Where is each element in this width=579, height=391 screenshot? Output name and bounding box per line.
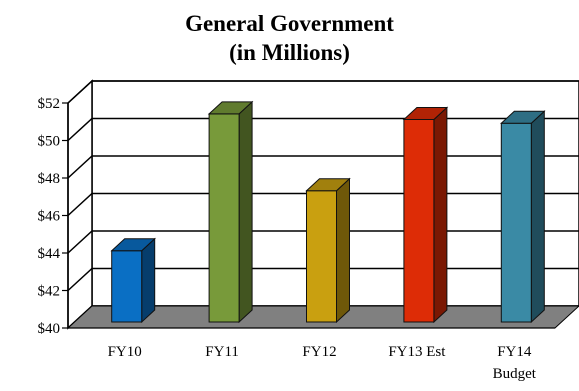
bar-top (207, 101, 254, 115)
x-tick-label: FY14 Budget (493, 344, 537, 382)
bar-top (500, 110, 546, 124)
bar-side (336, 177, 350, 324)
bar (208, 113, 240, 323)
bar-side (141, 237, 156, 324)
bar (306, 190, 337, 323)
chart-subtitle: (in Millions) (229, 40, 350, 65)
bar-side (433, 106, 448, 324)
bar-top (402, 107, 449, 120)
y-tick-label: $40 (38, 321, 61, 337)
y-tick-label: $48 (38, 171, 61, 187)
y-tick-label: $42 (38, 284, 61, 300)
gridline (67, 80, 579, 104)
bar (500, 122, 532, 323)
x-tick-label: FY13 Est (388, 344, 446, 360)
bar-side (530, 110, 545, 324)
bar-top (110, 238, 156, 252)
bar-side (238, 100, 253, 324)
x-tick-label: FY10 (108, 344, 142, 360)
y-tick-label: $50 (38, 134, 61, 150)
y-tick-label: $46 (38, 209, 61, 225)
chart-title: General Government (185, 11, 394, 36)
bar (111, 250, 143, 323)
bar-top (305, 178, 351, 192)
x-tick-label: FY11 (205, 344, 239, 360)
y-tick-label: $44 (38, 246, 61, 262)
x-tick-label: FY12 (302, 344, 336, 360)
y-tick-label: $52 (38, 96, 61, 112)
bar (403, 119, 435, 323)
